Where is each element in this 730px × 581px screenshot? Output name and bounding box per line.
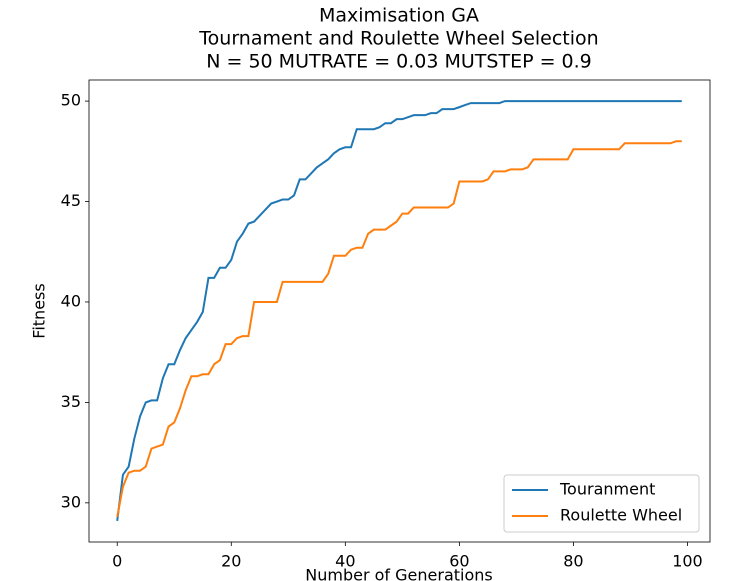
chart-subtitle: Tournament and Roulette Wheel Selection xyxy=(198,28,598,50)
y-axis-label: Fitness xyxy=(30,283,49,338)
x-tick-label: 40 xyxy=(335,552,355,571)
plot-frame xyxy=(88,79,711,543)
y-tick-label: 35 xyxy=(61,392,81,411)
x-tick-label: 20 xyxy=(221,552,241,571)
data-line xyxy=(116,100,682,522)
legend-label: Touranment xyxy=(559,480,655,499)
x-axis-label: Number of Generations xyxy=(305,566,492,581)
x-tick-label: 100 xyxy=(672,552,703,571)
legend-box xyxy=(503,474,700,533)
x-tick-label: 0 xyxy=(112,552,122,571)
y-tick-label: 45 xyxy=(61,191,81,210)
x-tick-label: 60 xyxy=(449,552,469,571)
x-tick-label: 80 xyxy=(563,552,583,571)
y-tick-label: 40 xyxy=(61,291,81,310)
data-line xyxy=(116,140,682,518)
chart-title: Maximisation GA xyxy=(319,5,479,27)
chart-subtitle: N = 50 MUTRATE = 0.03 MUTSTEP = 0.9 xyxy=(206,51,592,73)
y-tick-label: 30 xyxy=(61,492,81,511)
y-tick-label: 50 xyxy=(61,91,81,110)
legend-label: Roulette Wheel xyxy=(560,506,682,525)
